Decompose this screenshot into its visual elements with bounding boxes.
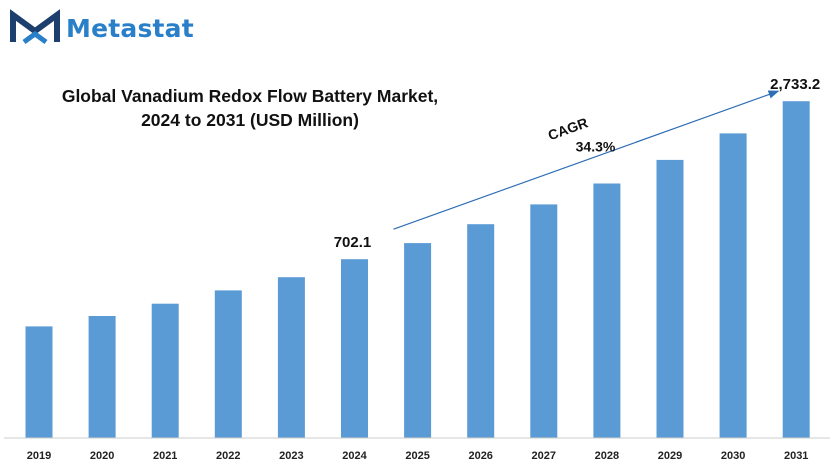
chart-title-line-2: 2024 to 2031 (USD Million) xyxy=(141,110,359,130)
metastat-logo-icon xyxy=(10,9,60,45)
data-label-2024: 702.1 xyxy=(334,234,372,251)
bar-2021 xyxy=(151,303,179,438)
logo-text: Metastat xyxy=(66,13,194,43)
x-tick-2026: 2026 xyxy=(468,450,492,462)
bar-2027 xyxy=(530,204,558,438)
data-label-2031: 2,733.2 xyxy=(770,76,820,93)
bar-2020 xyxy=(88,316,116,438)
bar-2022 xyxy=(214,290,242,438)
chart-title-line-1: Global Vanadium Redox Flow Battery Marke… xyxy=(61,86,439,106)
x-tick-2027: 2027 xyxy=(532,450,556,462)
x-tick-2031: 2031 xyxy=(784,450,808,462)
x-tick-2020: 2020 xyxy=(90,450,114,462)
x-tick-2024: 2024 xyxy=(342,450,367,462)
chart-title: Global Vanadium Redox Flow Battery Marke… xyxy=(40,84,460,132)
x-tick-2030: 2030 xyxy=(721,450,745,462)
bar-2031 xyxy=(782,101,810,438)
x-tick-2022: 2022 xyxy=(216,450,240,462)
x-tick-2019: 2019 xyxy=(27,450,51,462)
x-tick-2025: 2025 xyxy=(405,450,429,462)
bar-2030 xyxy=(719,133,747,438)
bar-2023 xyxy=(277,277,305,438)
bar-2024 xyxy=(341,259,368,438)
bar-2019 xyxy=(25,326,53,438)
bar-2025 xyxy=(404,243,432,438)
cagr-arrow xyxy=(393,90,780,230)
x-tick-2029: 2029 xyxy=(658,450,682,462)
x-tick-2023: 2023 xyxy=(279,450,303,462)
bar-2026 xyxy=(467,224,495,438)
x-tick-2028: 2028 xyxy=(595,450,619,462)
x-tick-2021: 2021 xyxy=(153,450,177,462)
bar-2029 xyxy=(656,159,684,438)
bar-2028 xyxy=(593,183,621,438)
logo: Metastat xyxy=(10,8,194,48)
cagr-value: 34.3% xyxy=(576,139,616,155)
